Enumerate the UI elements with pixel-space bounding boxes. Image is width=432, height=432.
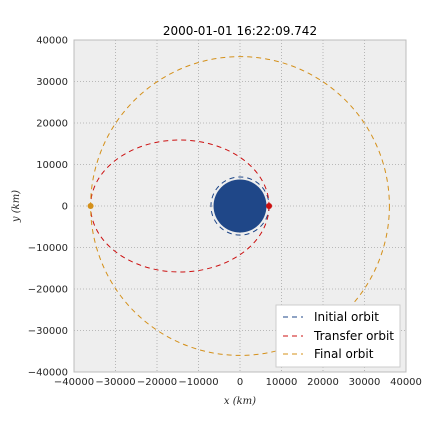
x-tick-label: −10000 (178, 377, 218, 388)
legend-entry-final-orbit: Final orbit (314, 347, 374, 361)
legend: Initial orbit Transfer orbit Final orbit (275, 304, 401, 368)
x-tick-label: −40000 (54, 377, 94, 388)
orbit-marker (87, 203, 94, 209)
x-tick-label: −30000 (95, 377, 135, 388)
orbit-marker (266, 203, 273, 209)
chart-title: 2000-01-01 16:22:09.742 (163, 24, 317, 38)
legend-entry-transfer-orbit: Transfer orbit (313, 329, 394, 343)
y-tick-label: 10000 (36, 160, 68, 171)
y-tick-label: −30000 (28, 326, 68, 337)
y-tick-label: 30000 (36, 77, 68, 88)
y-tick-label: 20000 (36, 119, 68, 130)
y-tick-label: −10000 (28, 243, 68, 254)
y-tick-label: 40000 (36, 36, 68, 47)
x-tick-label: 0 (237, 377, 243, 388)
x-tick-label: 40000 (390, 377, 422, 388)
y-tick-label: −40000 (28, 368, 68, 379)
y-tick-label: −20000 (28, 285, 68, 296)
x-tick-label: −20000 (137, 377, 177, 388)
legend-entry-initial-orbit: Initial orbit (314, 310, 379, 324)
plot-frame (73, 39, 407, 373)
y-tick-label: 0 (62, 202, 68, 213)
x-tick-label: 10000 (266, 377, 298, 388)
ticks: −40000 −30000 −20000 −10000 0 10000 20000 30000… (28, 36, 422, 389)
x-tick-label: 20000 (307, 377, 339, 388)
planet-disc (213, 179, 267, 233)
x-tick-label: 30000 (349, 377, 381, 388)
x-axis-label: x (km) (224, 396, 256, 407)
data-layer (87, 56, 390, 356)
y-axis-label: y (km) (11, 190, 22, 223)
